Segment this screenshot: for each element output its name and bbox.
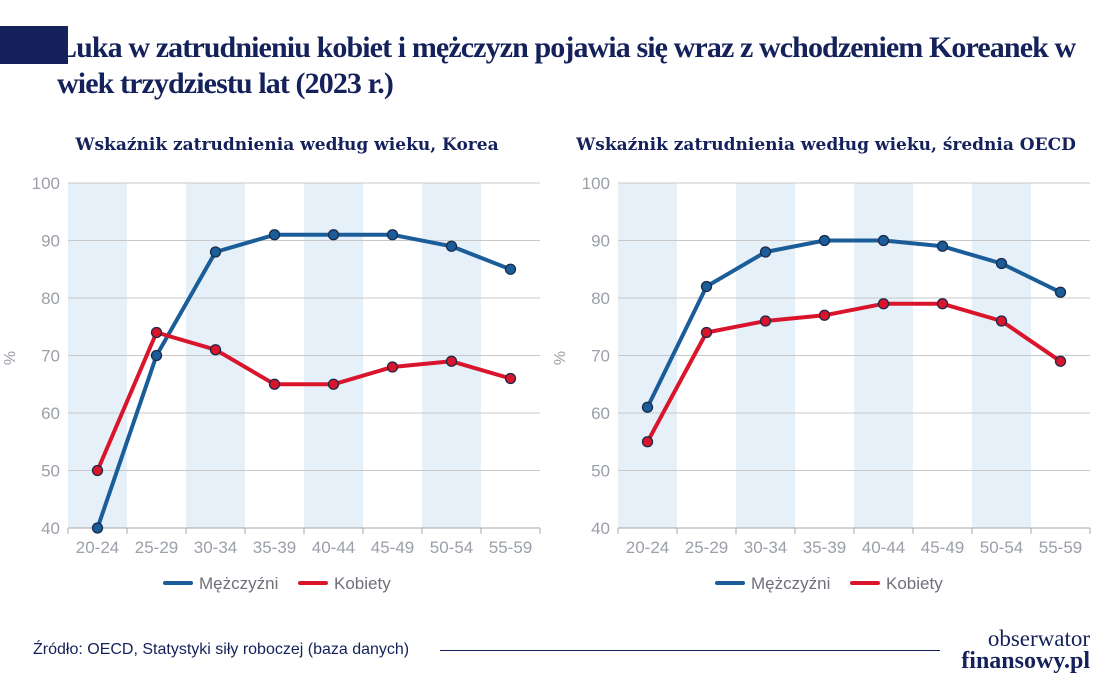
data-point-men [1054,286,1067,298]
series-line-men [645,238,1063,410]
legend-label-women: Kobiety [334,574,391,593]
data-point-women [445,355,458,367]
data-point-women [995,315,1008,327]
data-point-women [700,326,713,339]
data-point-women [1054,355,1067,367]
y-tick-label: 90 [41,232,60,251]
data-point-women [759,315,772,327]
x-tick-label: 50-54 [430,538,473,557]
series-line-women [645,301,1063,444]
x-tick-label: 25-29 [135,538,178,557]
data-point-women [818,309,831,321]
y-tick-label: 80 [591,289,610,308]
y-tick-label: 60 [591,404,610,423]
series-line-women [95,330,513,473]
data-point-men [700,280,713,293]
data-point-men [641,401,654,413]
data-point-men [386,229,399,241]
source-divider [440,650,940,651]
x-tick-label: 35-39 [803,538,846,557]
data-point-men [877,234,890,247]
data-point-men [504,263,517,275]
chart-svg: Wskaźnik zatrudnienia według wieku, śred… [552,135,1091,593]
chart-korea: Wskaźnik zatrudnienia według wieku, Kore… [0,125,545,605]
data-point-men [995,257,1008,270]
x-tick-label: 30-34 [194,538,237,557]
data-point-women [641,436,654,448]
y-tick-label: 80 [41,289,60,308]
data-point-women [936,298,949,310]
x-tick-label: 50-54 [980,538,1023,557]
data-point-men [936,240,949,252]
x-tick-label: 55-59 [1039,538,1082,557]
y-tick-label: 50 [591,462,610,481]
x-tick-label: 45-49 [371,538,414,557]
x-tick-label: 35-39 [253,538,296,557]
y-tick-label: 70 [41,347,60,366]
x-tick-label: 55-59 [489,538,532,557]
y-tick-label: 60 [41,404,60,423]
publisher-logo: obserwator finansowy.pl [961,626,1090,674]
data-point-men [209,246,222,258]
data-point-men [150,349,163,362]
legend-label-women: Kobiety [886,574,943,593]
data-point-men [327,229,340,241]
data-point-women [504,372,517,385]
page-title: Luka w zatrudnieniu kobiet i mężczyzn po… [57,31,1076,100]
chart-oecd: Wskaźnik zatrudnienia według wieku, śred… [550,125,1095,605]
x-tick-label: 20-24 [76,538,119,557]
y-tick-label: 50 [41,462,60,481]
data-point-men [759,246,772,258]
data-point-women [327,378,340,390]
y-axis-label: % [2,351,19,365]
data-point-men [91,522,104,534]
chart-title: Wskaźnik zatrudnienia według wieku, śred… [575,135,1076,155]
data-point-women [91,464,104,477]
data-point-men [818,234,831,247]
y-tick-label: 40 [591,519,610,538]
legend-label-men: Mężczyźni [199,574,278,593]
series-line-men [95,232,513,530]
y-tick-label: 100 [32,174,60,193]
x-tick-label: 25-29 [685,538,728,557]
title-accent-bar [0,26,68,64]
x-tick-label: 20-24 [626,538,669,557]
y-tick-label: 90 [591,232,610,251]
chart-svg: Wskaźnik zatrudnienia według wieku, Kore… [2,135,541,593]
data-point-women [268,378,281,390]
x-tick-label: 45-49 [921,538,964,557]
legend-label-men: Mężczyźni [751,574,830,593]
y-tick-label: 40 [41,519,60,538]
x-tick-label: 30-34 [744,538,787,557]
data-point-women [209,344,222,356]
x-tick-label: 40-44 [312,538,355,557]
data-point-women [386,361,399,373]
source-note: Źródło: OECD, Statystyki siły roboczej (… [33,641,410,658]
logo-line-1: obserwator [987,626,1090,651]
x-tick-label: 40-44 [862,538,905,557]
y-tick-label: 70 [591,347,610,366]
logo-line-2: finansowy.pl [961,648,1090,674]
y-axis-label: % [552,351,569,365]
y-tick-label: 100 [582,174,610,193]
data-point-men [268,229,281,241]
chart-title: Wskaźnik zatrudnienia według wieku, Kore… [74,135,498,155]
data-point-women [150,326,163,339]
data-point-men [445,240,458,252]
data-point-women [877,298,890,310]
